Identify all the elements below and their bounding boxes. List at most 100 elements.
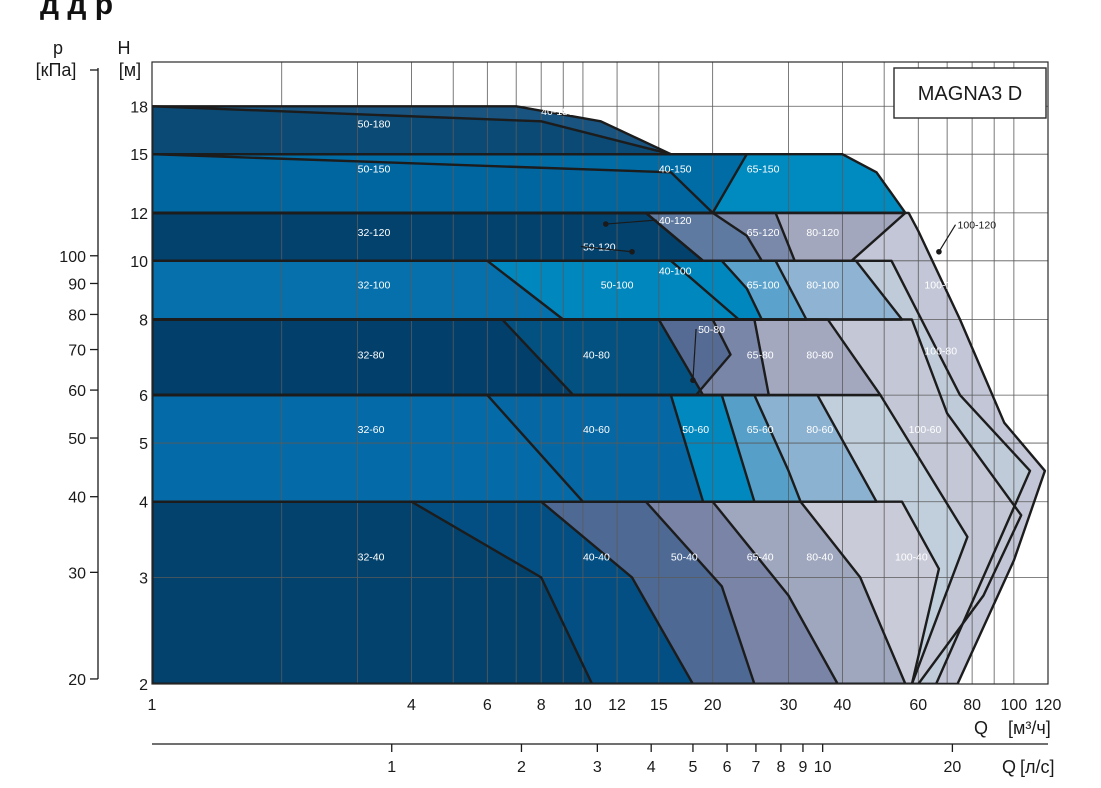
region-edges (152, 105, 1047, 684)
secondary-x-tick-label: 6 (723, 759, 732, 776)
secondary-y-tick-label: 90 (68, 276, 86, 293)
brand-label: MAGNA3 D (918, 83, 1022, 105)
secondary-y-axis-label: p (53, 38, 63, 58)
region-32-80 (152, 319, 574, 396)
x-tick-label: 60 (909, 697, 927, 714)
secondary-y-axis-unit: [кПа] (36, 60, 77, 80)
region-label: 32-40 (358, 551, 385, 563)
y-tick-label: 3 (139, 570, 148, 587)
region-label: 100-40 (895, 551, 928, 563)
region-label: 100-100 (924, 280, 963, 292)
plot-frame (151, 61, 1049, 685)
secondary-y-tick-label: 70 (68, 343, 86, 360)
region-label: 80-120 (806, 227, 839, 239)
secondary-x-tick-label: 9 (798, 759, 807, 776)
region-edge-32-120 (152, 211, 705, 262)
secondary-x-tick-label: 2 (517, 759, 526, 776)
region-32-40 (152, 501, 593, 684)
leader-dot (603, 221, 609, 227)
region-label: 32-80 (358, 349, 385, 361)
region-label: 40-60 (583, 424, 610, 436)
secondary-y-tick-label: 20 (68, 672, 86, 689)
region-label: 80-100 (806, 280, 839, 292)
brand-box: MAGNA3 D (893, 67, 1047, 119)
secondary-x-axis-unit: [л/с] (1020, 757, 1055, 777)
x-tick-label: 8 (537, 697, 546, 714)
region-label: 65-100 (747, 280, 780, 292)
leader-dot (936, 248, 942, 255)
region-label: 50-120 (583, 242, 616, 254)
region-label: 80-80 (806, 349, 833, 361)
region-label: 50-80 (698, 324, 725, 336)
y-axis-label: H (118, 38, 131, 58)
region-label: 40-150 (659, 163, 692, 175)
region-label: 65-150 (747, 163, 780, 175)
region-label: 100-60 (909, 424, 942, 436)
leader-line (938, 224, 957, 253)
region-label: 40-180 (541, 106, 574, 118)
x-tick-label: 40 (833, 697, 851, 714)
secondary-x-tick-label: 1 (387, 759, 396, 776)
region-edge-100-100 (152, 259, 1032, 684)
secondary-x-axis-label: Q (1002, 757, 1016, 777)
secondary-x-tick-label: 4 (647, 759, 656, 776)
region-edge-32-100 (152, 259, 565, 321)
secondary-x-tick-label: 8 (776, 759, 785, 776)
leader-line (580, 245, 633, 253)
x-tick-label: 1 (148, 697, 157, 714)
x-tick-label: 6 (483, 697, 492, 714)
secondary-x-tick-label: 3 (593, 759, 602, 776)
y-axis-unit: [м] (119, 60, 141, 80)
region-32-120 (152, 212, 704, 261)
region-label: 80-60 (806, 424, 833, 436)
region-32-60 (152, 395, 583, 502)
y-tick-label: 10 (130, 254, 148, 271)
secondary-y-tick-label: 30 (68, 565, 86, 582)
x-tick-label: 20 (704, 697, 722, 714)
region-label: 32-60 (358, 424, 385, 436)
y-tick-label: 2 (139, 677, 148, 694)
secondary-y-tick-label: 40 (68, 490, 86, 507)
x-tick-label: 100 (1001, 697, 1028, 714)
leader-dot (690, 377, 696, 384)
x-tick-label: 120 (1035, 697, 1062, 714)
region-label: 100-80 (924, 346, 957, 358)
x-tick-label: 4 (407, 697, 416, 714)
region-label: 65-40 (747, 551, 774, 563)
region-label: 100-120 (958, 220, 997, 232)
y-tick-label: 5 (139, 436, 148, 453)
leader-line (692, 328, 697, 381)
region-label: 65-120 (747, 227, 780, 239)
secondary-x-tick-label: 20 (943, 759, 961, 776)
region-label: 50-60 (682, 424, 709, 436)
region-label: 32-100 (358, 280, 391, 292)
y-tick-label: 15 (130, 147, 148, 164)
y-tick-label: 8 (139, 312, 148, 329)
region-label: 40-120 (659, 215, 692, 227)
region-label: 40-40 (583, 551, 610, 563)
region-label: 50-150 (358, 163, 391, 175)
region-label: 50-100 (601, 280, 634, 292)
region-edge-40-180 (152, 105, 673, 156)
region-edge-32-80 (152, 318, 575, 397)
secondary-x-tick-label: 7 (751, 759, 760, 776)
x-tick-label: 15 (650, 697, 668, 714)
region-label: 40-100 (659, 265, 692, 277)
x-axis-label: Q (974, 718, 988, 738)
y-tick-label: 6 (139, 388, 148, 405)
region-edge-100-80 (152, 318, 1023, 684)
region-label: 32-120 (358, 227, 391, 239)
region-label: 50-40 (671, 551, 698, 563)
region-label: 40-80 (583, 349, 610, 361)
secondary-y-tick-label: 80 (68, 307, 86, 324)
y-tick-label: 4 (139, 495, 148, 512)
y-tick-label: 18 (130, 99, 148, 116)
leader-line (605, 219, 657, 225)
secondary-y-tick-label: 60 (68, 383, 86, 400)
region-label: 50-180 (358, 119, 391, 131)
x-tick-label: 30 (780, 697, 798, 714)
header-fragment: д д р (40, 0, 113, 21)
y-tick-label: 12 (130, 206, 148, 223)
